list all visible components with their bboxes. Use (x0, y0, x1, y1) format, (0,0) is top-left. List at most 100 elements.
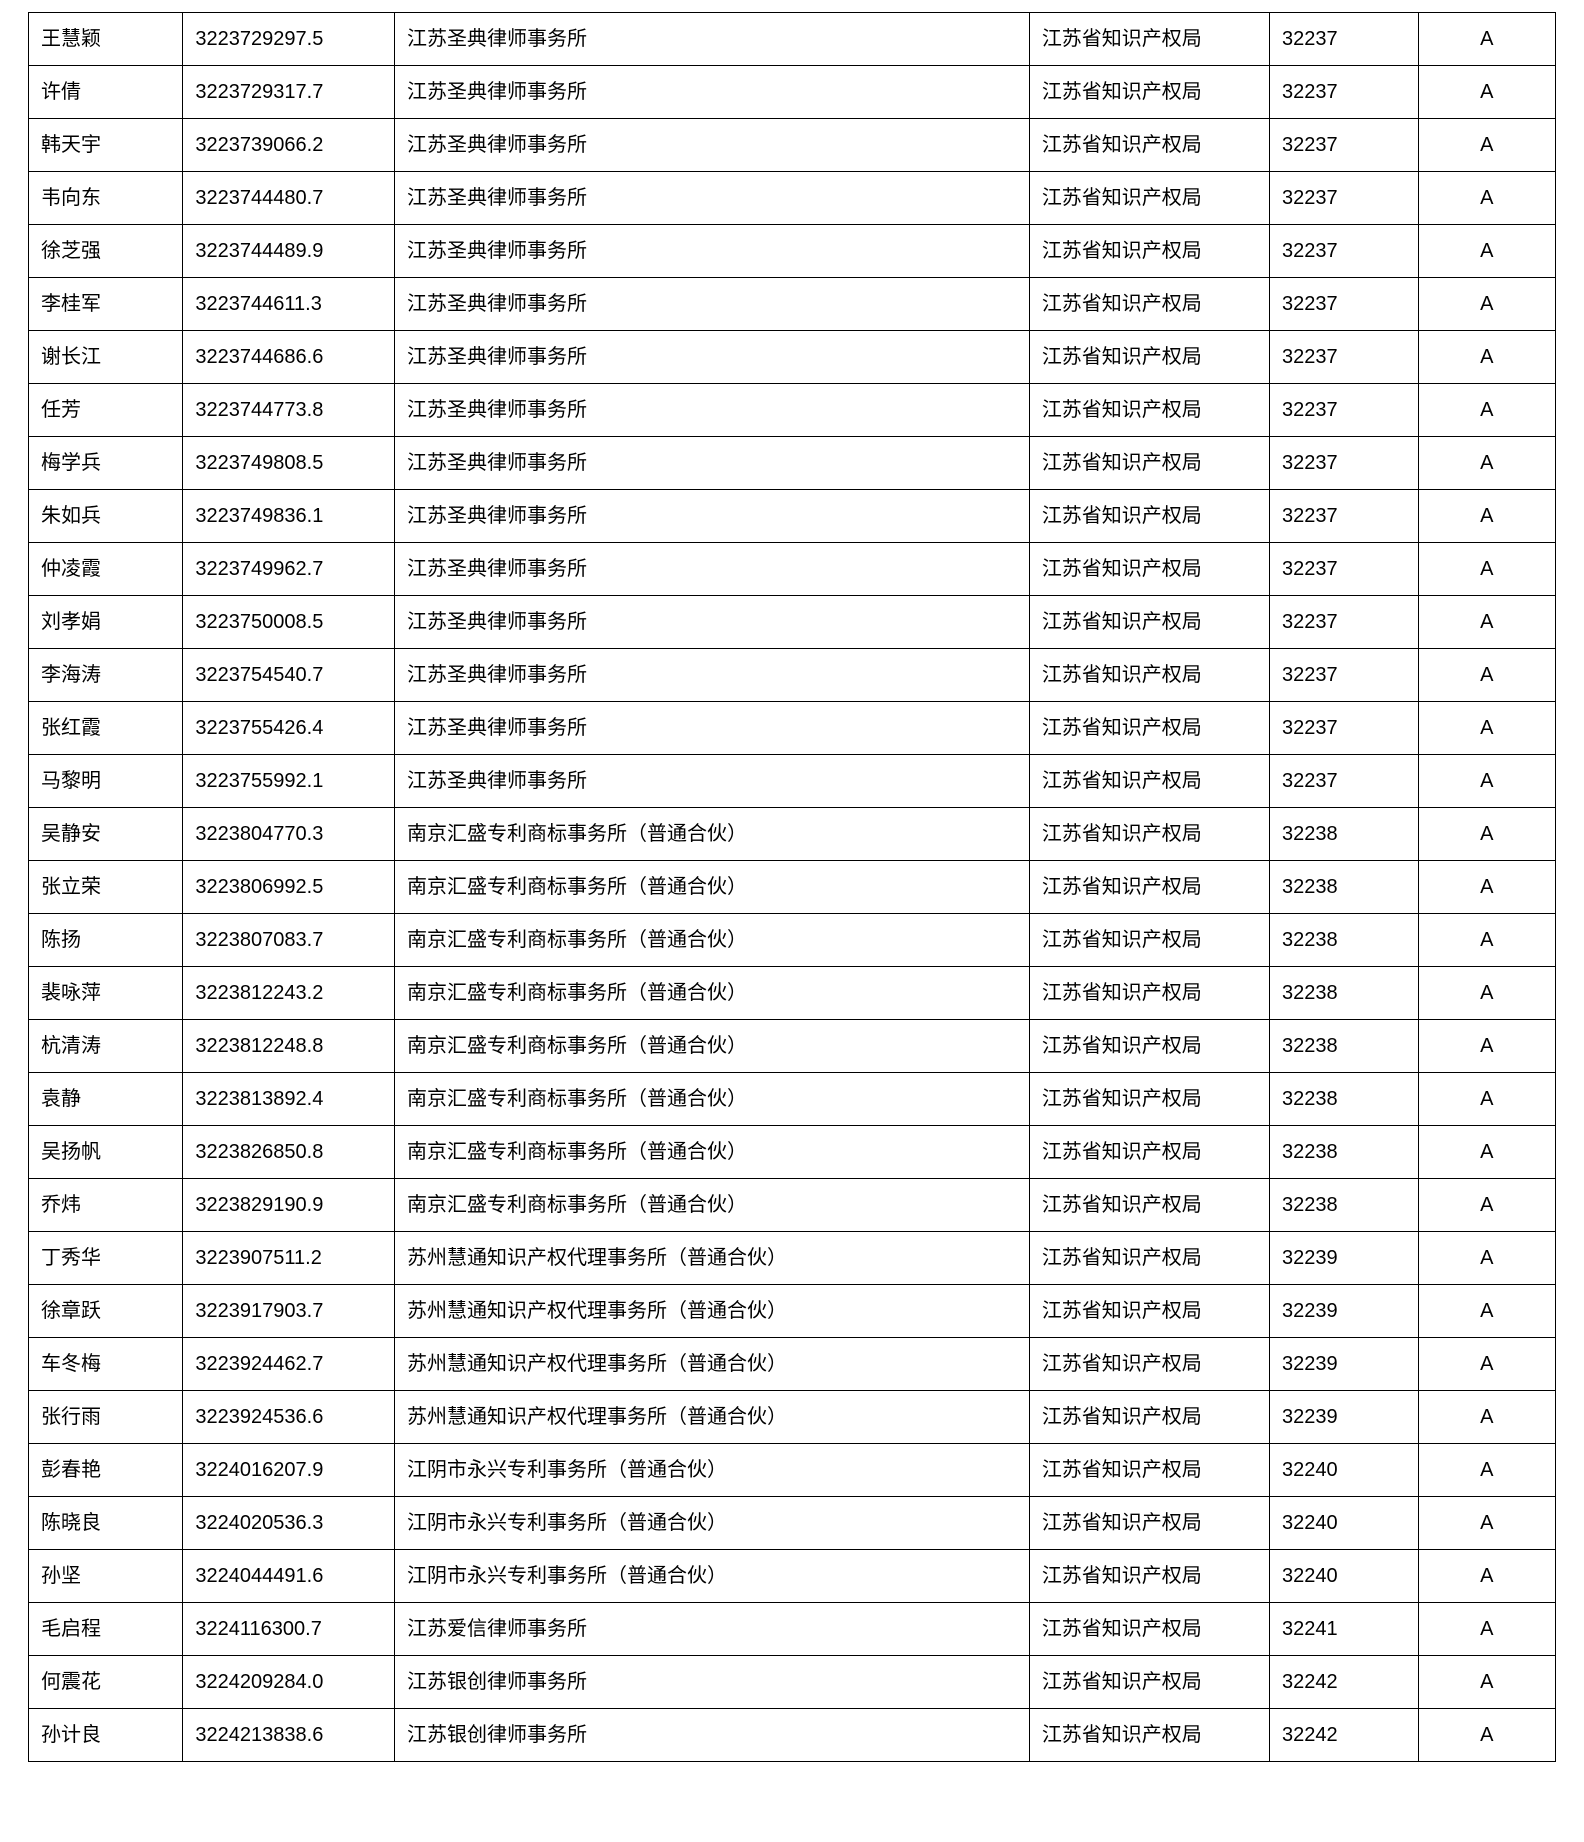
table-row: 车冬梅3223924462.7苏州慧通知识产权代理事务所（普通合伙）江苏省知识产… (29, 1338, 1556, 1391)
cell-number: 3223813892.4 (183, 1073, 395, 1126)
cell-name: 张行雨 (29, 1391, 183, 1444)
cell-name: 吴静安 (29, 808, 183, 861)
table-row: 徐芝强3223744489.9江苏圣典律师事务所江苏省知识产权局32237A (29, 225, 1556, 278)
cell-number: 3223829190.9 (183, 1179, 395, 1232)
cell-number: 3223729297.5 (183, 13, 395, 66)
cell-grade: A (1418, 490, 1555, 543)
cell-name: 韩天宇 (29, 119, 183, 172)
cell-bureau: 江苏省知识产权局 (1029, 66, 1269, 119)
cell-number: 3224020536.3 (183, 1497, 395, 1550)
cell-code: 32240 (1270, 1444, 1419, 1497)
cell-grade: A (1418, 808, 1555, 861)
cell-number: 3223744773.8 (183, 384, 395, 437)
cell-code: 32237 (1270, 490, 1419, 543)
table-row: 乔炜3223829190.9南京汇盛专利商标事务所（普通合伙）江苏省知识产权局3… (29, 1179, 1556, 1232)
cell-bureau: 江苏省知识产权局 (1029, 1391, 1269, 1444)
cell-name: 彭春艳 (29, 1444, 183, 1497)
cell-grade: A (1418, 1656, 1555, 1709)
cell-firm: 南京汇盛专利商标事务所（普通合伙） (395, 967, 1030, 1020)
cell-bureau: 江苏省知识产权局 (1029, 437, 1269, 490)
cell-firm: 江苏圣典律师事务所 (395, 13, 1030, 66)
cell-number: 3223750008.5 (183, 596, 395, 649)
table-row: 朱如兵3223749836.1江苏圣典律师事务所江苏省知识产权局32237A (29, 490, 1556, 543)
cell-number: 3223804770.3 (183, 808, 395, 861)
cell-code: 32239 (1270, 1232, 1419, 1285)
cell-bureau: 江苏省知识产权局 (1029, 914, 1269, 967)
table-row: 毛启程3224116300.7江苏爱信律师事务所江苏省知识产权局32241A (29, 1603, 1556, 1656)
table-row: 袁静3223813892.4南京汇盛专利商标事务所（普通合伙）江苏省知识产权局3… (29, 1073, 1556, 1126)
cell-bureau: 江苏省知识产权局 (1029, 225, 1269, 278)
cell-grade: A (1418, 1020, 1555, 1073)
cell-firm: 江苏圣典律师事务所 (395, 119, 1030, 172)
cell-name: 吴扬帆 (29, 1126, 183, 1179)
cell-firm: 江苏圣典律师事务所 (395, 490, 1030, 543)
cell-number: 3223744489.9 (183, 225, 395, 278)
table-row: 陈扬3223807083.7南京汇盛专利商标事务所（普通合伙）江苏省知识产权局3… (29, 914, 1556, 967)
cell-grade: A (1418, 702, 1555, 755)
table-row: 张红霞3223755426.4江苏圣典律师事务所江苏省知识产权局32237A (29, 702, 1556, 755)
cell-firm: 江苏圣典律师事务所 (395, 172, 1030, 225)
cell-grade: A (1418, 967, 1555, 1020)
table-row: 王慧颖3223729297.5江苏圣典律师事务所江苏省知识产权局32237A (29, 13, 1556, 66)
page-container: 王慧颖3223729297.5江苏圣典律师事务所江苏省知识产权局32237A许倩… (0, 0, 1584, 1782)
cell-firm: 江苏圣典律师事务所 (395, 649, 1030, 702)
cell-code: 32238 (1270, 808, 1419, 861)
cell-code: 32237 (1270, 66, 1419, 119)
cell-number: 3223755426.4 (183, 702, 395, 755)
cell-bureau: 江苏省知识产权局 (1029, 1497, 1269, 1550)
cell-code: 32239 (1270, 1285, 1419, 1338)
cell-number: 3224016207.9 (183, 1444, 395, 1497)
cell-firm: 江苏圣典律师事务所 (395, 702, 1030, 755)
cell-name: 裴咏萍 (29, 967, 183, 1020)
cell-name: 何震花 (29, 1656, 183, 1709)
cell-grade: A (1418, 1550, 1555, 1603)
cell-firm: 江苏圣典律师事务所 (395, 225, 1030, 278)
cell-firm: 苏州慧通知识产权代理事务所（普通合伙） (395, 1285, 1030, 1338)
cell-bureau: 江苏省知识产权局 (1029, 1285, 1269, 1338)
cell-firm: 江苏圣典律师事务所 (395, 596, 1030, 649)
cell-bureau: 江苏省知识产权局 (1029, 278, 1269, 331)
cell-number: 3223744611.3 (183, 278, 395, 331)
cell-grade: A (1418, 1285, 1555, 1338)
cell-name: 杭清涛 (29, 1020, 183, 1073)
table-row: 杭清涛3223812248.8南京汇盛专利商标事务所（普通合伙）江苏省知识产权局… (29, 1020, 1556, 1073)
table-row: 许倩3223729317.7江苏圣典律师事务所江苏省知识产权局32237A (29, 66, 1556, 119)
cell-name: 谢长江 (29, 331, 183, 384)
cell-firm: 江阴市永兴专利事务所（普通合伙） (395, 1497, 1030, 1550)
cell-name: 任芳 (29, 384, 183, 437)
cell-firm: 南京汇盛专利商标事务所（普通合伙） (395, 861, 1030, 914)
cell-number: 3223924536.6 (183, 1391, 395, 1444)
cell-grade: A (1418, 225, 1555, 278)
cell-code: 32237 (1270, 172, 1419, 225)
cell-grade: A (1418, 861, 1555, 914)
cell-code: 32237 (1270, 384, 1419, 437)
cell-number: 3223749962.7 (183, 543, 395, 596)
cell-name: 王慧颖 (29, 13, 183, 66)
cell-number: 3223749808.5 (183, 437, 395, 490)
cell-bureau: 江苏省知识产权局 (1029, 702, 1269, 755)
cell-code: 32237 (1270, 13, 1419, 66)
cell-grade: A (1418, 1338, 1555, 1391)
table-row: 仲凌霞3223749962.7江苏圣典律师事务所江苏省知识产权局32237A (29, 543, 1556, 596)
cell-name: 陈扬 (29, 914, 183, 967)
cell-name: 许倩 (29, 66, 183, 119)
table-row: 马黎明3223755992.1江苏圣典律师事务所江苏省知识产权局32237A (29, 755, 1556, 808)
cell-firm: 南京汇盛专利商标事务所（普通合伙） (395, 808, 1030, 861)
cell-firm: 江阴市永兴专利事务所（普通合伙） (395, 1444, 1030, 1497)
cell-grade: A (1418, 172, 1555, 225)
table-row: 徐章跃3223917903.7苏州慧通知识产权代理事务所（普通合伙）江苏省知识产… (29, 1285, 1556, 1338)
table-row: 梅学兵3223749808.5江苏圣典律师事务所江苏省知识产权局32237A (29, 437, 1556, 490)
cell-bureau: 江苏省知识产权局 (1029, 119, 1269, 172)
cell-bureau: 江苏省知识产权局 (1029, 1020, 1269, 1073)
cell-code: 32237 (1270, 755, 1419, 808)
cell-grade: A (1418, 543, 1555, 596)
cell-firm: 江苏圣典律师事务所 (395, 384, 1030, 437)
cell-firm: 苏州慧通知识产权代理事务所（普通合伙） (395, 1338, 1030, 1391)
cell-name: 刘孝娟 (29, 596, 183, 649)
cell-name: 陈晓良 (29, 1497, 183, 1550)
table-row: 韦向东3223744480.7江苏圣典律师事务所江苏省知识产权局32237A (29, 172, 1556, 225)
cell-code: 32237 (1270, 543, 1419, 596)
cell-firm: 苏州慧通知识产权代理事务所（普通合伙） (395, 1232, 1030, 1285)
cell-number: 3223812243.2 (183, 967, 395, 1020)
cell-grade: A (1418, 1126, 1555, 1179)
